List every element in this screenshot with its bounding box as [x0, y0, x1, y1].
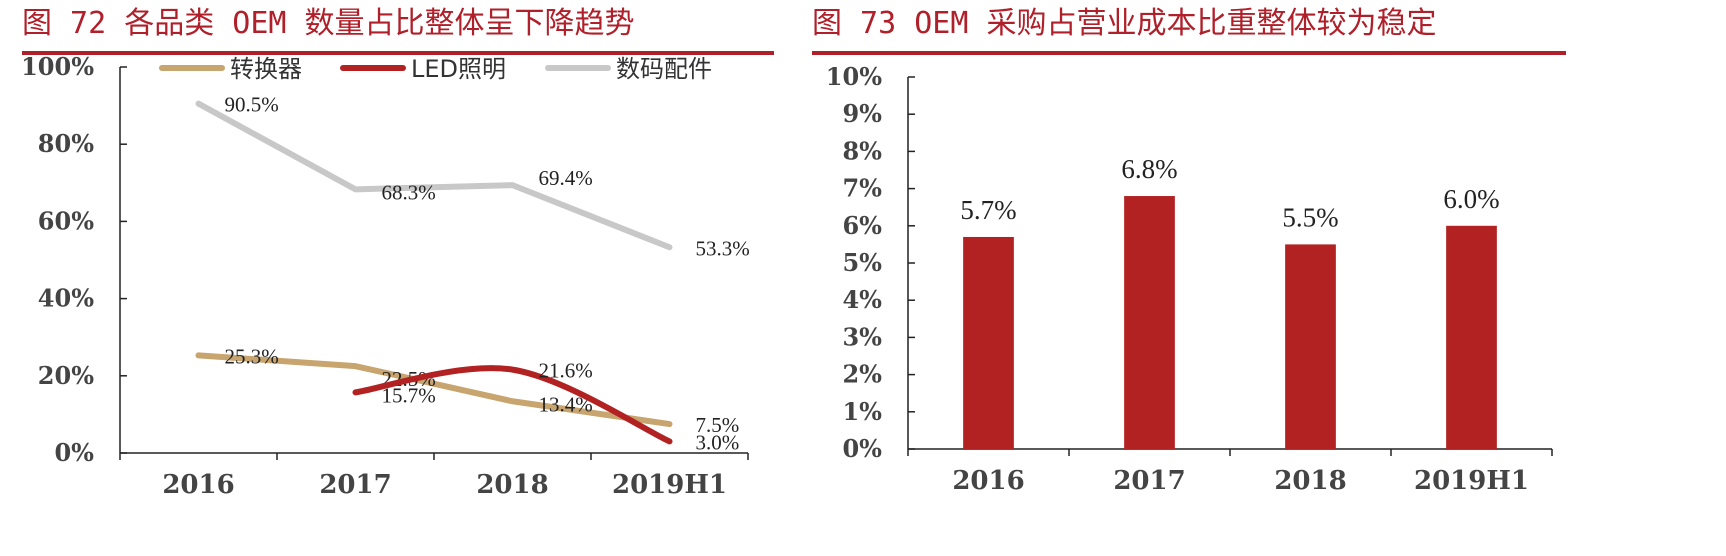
x-tick-label: 2017: [319, 470, 391, 500]
bar: [1446, 225, 1497, 449]
data-label: 90.5%: [225, 93, 279, 117]
y-tick-label: 9%: [842, 99, 882, 128]
x-tick-label: 2019H1: [612, 470, 727, 500]
y-tick-label: 20%: [38, 361, 94, 390]
y-tick-label: 7%: [842, 174, 882, 203]
chart-1-title-rule: [22, 51, 774, 55]
series-line-0: [195, 352, 673, 428]
data-label: 21.6%: [539, 359, 593, 383]
bar: [963, 236, 1014, 449]
y-tick-label: 8%: [842, 136, 882, 165]
data-label: 53.3%: [696, 236, 750, 260]
y-tick-label: 10%: [826, 62, 882, 91]
line-chart: 0% 20% 40% 60% 80% 100% 2016 2017 2018 2019H1 90.5…: [21, 52, 750, 500]
y-tick-label: 4%: [842, 285, 882, 314]
data-label: 69.4%: [539, 166, 593, 190]
legend-label: 转换器: [230, 55, 302, 83]
x-tick-label: 2019H1: [1414, 466, 1529, 496]
data-label: 15.7%: [382, 383, 436, 407]
y-tick-label: 0%: [54, 438, 94, 467]
data-label: 3.0%: [696, 430, 740, 454]
x-tick-label: 2016: [162, 470, 234, 500]
data-label: 68.3%: [382, 180, 436, 204]
y-tick-label: 2%: [842, 360, 882, 389]
y-tick-label: 5%: [842, 248, 882, 277]
y-tick-label: 3%: [842, 322, 882, 351]
data-label: 6.8%: [1121, 154, 1177, 184]
y-tick-label: 60%: [38, 206, 94, 235]
data-label: 7.5%: [696, 413, 740, 437]
x-tick-label: 2016: [952, 466, 1024, 496]
data-label: 6.0%: [1443, 184, 1499, 214]
y-tick-label: 6%: [842, 211, 882, 240]
data-label: 5.7%: [960, 195, 1016, 225]
series-line-1: [352, 365, 673, 445]
y-tick-label: 80%: [38, 129, 94, 158]
chart-1-title: 图 72 各品类 OEM 数量占比整体呈下降趋势: [22, 6, 635, 41]
data-label: 25.3%: [225, 344, 279, 368]
bar: [1124, 196, 1175, 449]
x-tick-label: 2018: [476, 470, 548, 500]
legend-label: LED照明: [411, 55, 506, 83]
chart-2-title: 图 73 OEM 采购占营业成本比重整体较为稳定: [812, 6, 1437, 41]
bar: [1285, 244, 1336, 449]
y-tick-label: 1%: [842, 397, 882, 426]
legend-label: 数码配件: [616, 55, 712, 83]
y-tick-label: 100%: [21, 52, 94, 81]
chart-2-title-rule: [812, 51, 1566, 55]
bar-chart: 0% 1% 2% 3% 4% 5% 6% 7% 8% 9% 10% 5.7% 2016 6.8% 2017 5…: [826, 62, 1553, 496]
x-tick-label: 2017: [1113, 466, 1185, 496]
y-tick-label: 0%: [842, 434, 882, 463]
data-label: 5.5%: [1282, 202, 1338, 232]
y-tick-label: 40%: [38, 284, 94, 313]
series-line-2: [195, 100, 673, 251]
x-tick-label: 2018: [1274, 466, 1346, 496]
